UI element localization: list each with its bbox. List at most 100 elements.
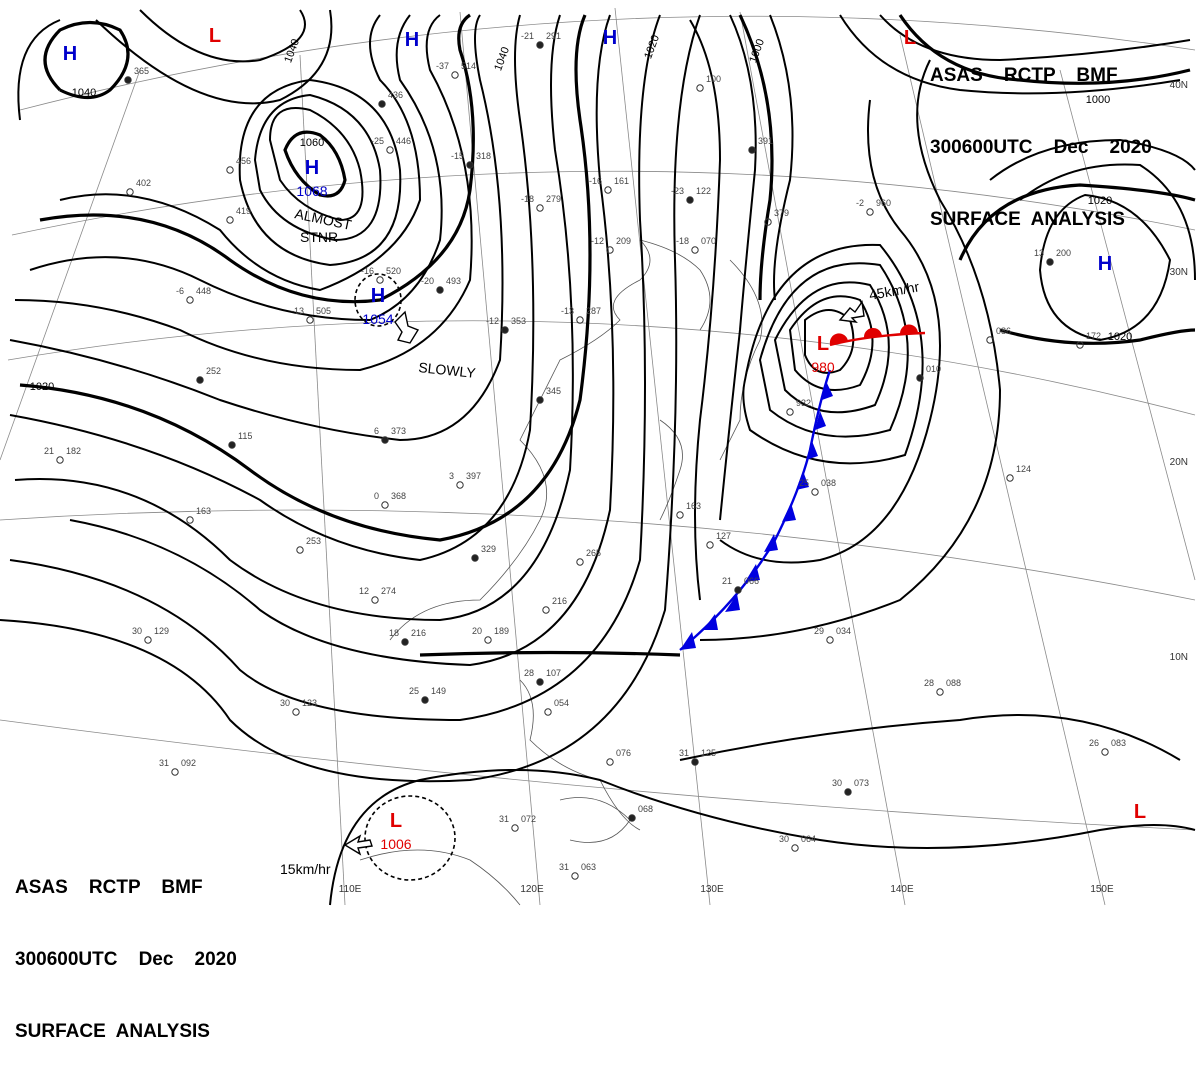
station-temperature: -18 bbox=[521, 194, 534, 204]
movement-arrow-slowly bbox=[394, 310, 420, 344]
isobar bbox=[773, 281, 890, 414]
movement-arrow-15kmh bbox=[343, 834, 373, 856]
isobar bbox=[679, 714, 1181, 761]
station-plot: 402 bbox=[126, 178, 151, 196]
station-circle-icon bbox=[936, 688, 944, 696]
station-temperature: -13 bbox=[291, 306, 304, 316]
station-plot: 28 107 bbox=[524, 668, 561, 686]
isobar bbox=[689, 19, 722, 601]
station-temperature: 30 bbox=[832, 778, 842, 788]
station-circle-icon bbox=[866, 208, 874, 216]
latitude-line-10n bbox=[0, 509, 1196, 601]
station-temperature: 12 bbox=[359, 586, 369, 596]
station-circle-icon bbox=[826, 636, 834, 644]
station-temperature: 3 bbox=[449, 471, 454, 481]
station-pressure: 291 bbox=[546, 31, 561, 41]
station-temperature: -16 bbox=[361, 266, 374, 276]
station-circle-icon bbox=[401, 638, 409, 646]
station-plot: 163 bbox=[676, 501, 701, 519]
station-temperature: -23 bbox=[671, 186, 684, 196]
station-circle-icon bbox=[686, 196, 694, 204]
high-pressure-center: H bbox=[1098, 253, 1112, 275]
station-pressure: 124 bbox=[1016, 464, 1031, 474]
station-pressure: 329 bbox=[481, 544, 496, 554]
center-pressure-value: 1006 bbox=[380, 836, 411, 852]
station-pressure: 265 bbox=[586, 548, 601, 558]
station-circle-icon bbox=[691, 246, 699, 254]
station-circle-icon bbox=[916, 374, 924, 382]
station-pressure: 038 bbox=[821, 478, 836, 488]
station-plot: 31 125 bbox=[679, 748, 716, 766]
station-circle-icon bbox=[421, 696, 429, 704]
station-pressure: 436 bbox=[388, 90, 403, 100]
isobar-1060 bbox=[283, 130, 347, 198]
isobar bbox=[989, 138, 1196, 181]
cold-front-barb bbox=[680, 632, 696, 650]
station-pressure: 172 bbox=[1086, 331, 1101, 341]
isobar-1020 bbox=[958, 183, 1196, 261]
isobar-1040 bbox=[43, 20, 130, 100]
longitude-label: 130E bbox=[700, 884, 724, 895]
station-temperature: 25 bbox=[409, 686, 419, 696]
station-pressure: 932 bbox=[796, 398, 811, 408]
station-circle-icon bbox=[371, 596, 379, 604]
cold-front-barb bbox=[745, 564, 760, 582]
latitude-label: 30N bbox=[1170, 267, 1188, 278]
station-temperature: 18 bbox=[389, 628, 399, 638]
cold-front-barb bbox=[822, 381, 833, 400]
station-plot: -18 279 bbox=[521, 194, 561, 212]
station-plot: -25 446 bbox=[371, 136, 411, 154]
header-line-3: SURFACE ANALYSIS bbox=[15, 1021, 210, 1042]
station-plot: 31 072 bbox=[499, 814, 536, 832]
isobar bbox=[804, 309, 855, 374]
high-symbol: H bbox=[371, 285, 385, 307]
station-temperature: 21 bbox=[44, 446, 54, 456]
station-circle-icon bbox=[376, 276, 384, 284]
station-pressure: 216 bbox=[411, 628, 426, 638]
center-pressure-value: 1054 bbox=[362, 311, 393, 327]
station-temperature: -25 bbox=[371, 136, 384, 146]
station-pressure: 419 bbox=[236, 206, 251, 216]
high-symbol: H bbox=[305, 157, 319, 179]
station-pressure: 379 bbox=[774, 208, 789, 218]
station-plot: 252 bbox=[196, 366, 221, 384]
header-line-1: ASAS RCTP BMF bbox=[930, 65, 1118, 86]
station-circle-icon bbox=[604, 186, 612, 194]
station-plot: 30 129 bbox=[132, 626, 169, 644]
isobar bbox=[769, 14, 794, 301]
isobar bbox=[17, 19, 61, 121]
isobar bbox=[14, 14, 574, 622]
station-circle-icon bbox=[844, 788, 852, 796]
high-pressure-center: H 1054 bbox=[362, 285, 393, 327]
station-temperature: 28 bbox=[524, 668, 534, 678]
longitude-line-130e bbox=[614, 7, 711, 906]
latitude-label: 10N bbox=[1170, 652, 1188, 663]
station-circle-icon bbox=[986, 336, 994, 344]
warm-front-line bbox=[829, 331, 926, 347]
station-temperature: 31 bbox=[559, 862, 569, 872]
station-circle-icon bbox=[511, 824, 519, 832]
station-circle-icon bbox=[186, 516, 194, 524]
station-plot: 12 274 bbox=[359, 586, 396, 604]
station-plot: 010 bbox=[916, 364, 941, 382]
station-plot: -16 520 bbox=[361, 266, 401, 284]
station-circle-icon bbox=[484, 636, 492, 644]
cold-front bbox=[679, 369, 833, 651]
station-plot: 456 bbox=[226, 156, 251, 174]
station-plot: 076 bbox=[606, 748, 631, 766]
low-symbol: L bbox=[390, 810, 402, 832]
station-circle-icon bbox=[1101, 748, 1109, 756]
high-pressure-center: H bbox=[603, 27, 617, 49]
station-plot: 25 038 bbox=[799, 478, 836, 496]
header-line-2: 300600UTC Dec 2020 bbox=[930, 137, 1152, 158]
header-line-1: ASAS RCTP BMF bbox=[15, 877, 203, 898]
isobar bbox=[839, 14, 1181, 95]
station-plot: 26 083 bbox=[1089, 738, 1126, 756]
isobar bbox=[9, 14, 504, 442]
station-temperature: 30 bbox=[280, 698, 290, 708]
station-circle-icon bbox=[536, 678, 544, 686]
station-plot: -13 287 bbox=[561, 306, 601, 324]
isobar bbox=[238, 78, 402, 267]
station-temperature: 29 bbox=[814, 626, 824, 636]
